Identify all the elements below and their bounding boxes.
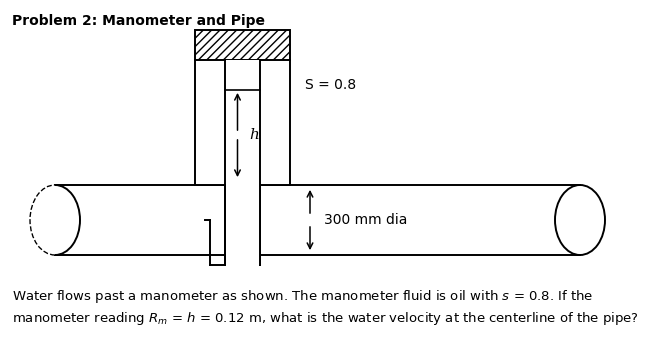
Text: h: h — [249, 128, 260, 142]
Bar — [195, 30, 290, 60]
Text: manometer reading $R_m$ = $h$ = 0.12 m, what is the water velocity at the center: manometer reading $R_m$ = $h$ = 0.12 m, … — [12, 310, 639, 327]
Ellipse shape — [30, 185, 80, 255]
Ellipse shape — [555, 185, 605, 255]
Bar — [225, 60, 260, 265]
Text: Water flows past a manometer as shown. The manometer fluid is oil with $s$ = 0.8: Water flows past a manometer as shown. T… — [12, 288, 594, 305]
Text: Problem 2: Manometer and Pipe: Problem 2: Manometer and Pipe — [12, 14, 265, 28]
Bar — [196, 60, 289, 185]
Text: 300 mm dia: 300 mm dia — [324, 213, 408, 227]
Text: S = 0.8: S = 0.8 — [305, 78, 356, 92]
